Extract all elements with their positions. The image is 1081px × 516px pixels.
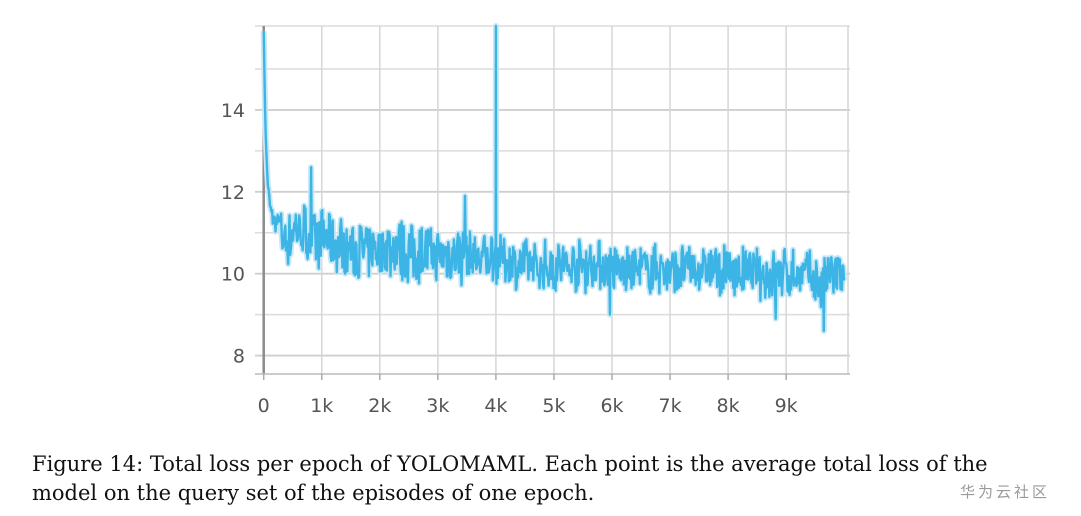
loss-series-line bbox=[262, 24, 846, 333]
caption-line-2: model on the query set of the episodes o… bbox=[32, 481, 595, 505]
figure-caption: Figure 14: Total loss per epoch of YOLOM… bbox=[32, 450, 1042, 508]
y-tick-label: 14 bbox=[221, 100, 245, 122]
x-axis-ticks: 0 1k 2k 3k 4k 5k 6k 7k 8k 9k bbox=[258, 374, 798, 417]
y-axis-ticks: 8 10 12 14 bbox=[221, 100, 245, 368]
x-tick-label: 5k bbox=[542, 395, 565, 417]
x-tick-label: 2k bbox=[368, 395, 391, 417]
x-tick-label: 0 bbox=[258, 395, 270, 417]
x-tick-label: 3k bbox=[426, 395, 449, 417]
x-tick-label: 1k bbox=[310, 395, 333, 417]
x-tick-label: 8k bbox=[717, 395, 740, 417]
caption-line-1: Figure 14: Total loss per epoch of YOLOM… bbox=[32, 452, 988, 476]
major-grid bbox=[255, 26, 850, 374]
x-tick-label: 9k bbox=[775, 395, 798, 417]
y-tick-label: 8 bbox=[233, 346, 245, 368]
watermark-text: 华为云社区 bbox=[960, 483, 1051, 501]
y-tick-label: 10 bbox=[221, 264, 245, 286]
x-tick-label: 4k bbox=[484, 395, 507, 417]
x-tick-label: 7k bbox=[659, 395, 682, 417]
y-tick-label: 12 bbox=[221, 182, 245, 204]
loss-chart: 0 1k 2k 3k 4k 5k 6k 7k 8k 9k 8 10 12 14 bbox=[221, 23, 850, 417]
plot-area bbox=[260, 23, 847, 334]
x-tick-label: 6k bbox=[600, 395, 623, 417]
